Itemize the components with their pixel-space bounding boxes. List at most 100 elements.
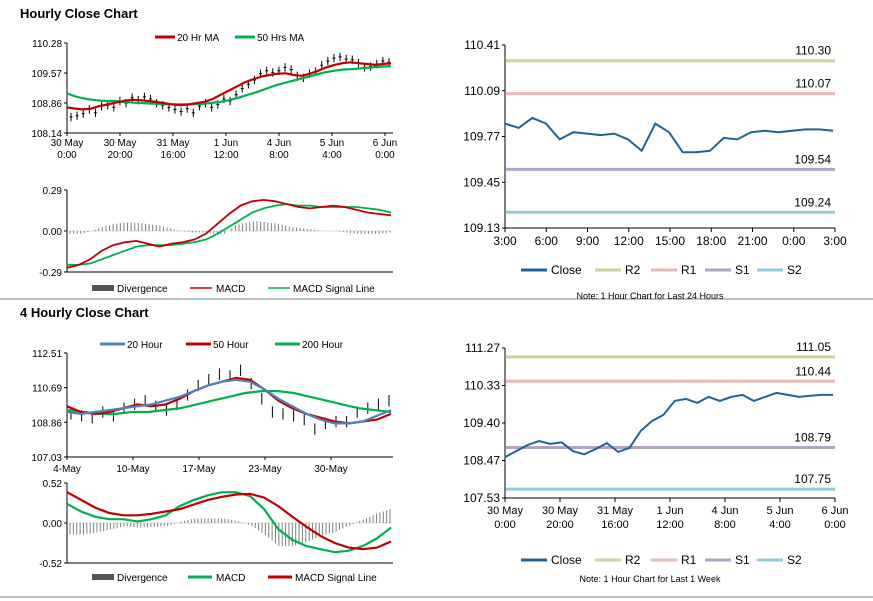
hourly-sr-x-tick-label: 6:00 <box>535 234 559 248</box>
h4-sr-x-tick-label: 30 May <box>487 505 524 517</box>
h4-sr-x-tick-label: 31 May <box>597 505 634 517</box>
hourly-sr-close-line <box>504 116 834 154</box>
hourly-price-x-tick-label: 1 Jun <box>214 138 238 149</box>
h4-price-y-tick-label: 110.69 <box>32 384 62 395</box>
legend-h4-divergence-label: Divergence <box>117 573 168 584</box>
hourly-sr-legend-label: R1 <box>681 263 697 277</box>
h4-sr-x-tick-label: 16:00 <box>601 519 629 531</box>
legend-ma20-label: 20 Hr MA <box>177 33 220 44</box>
hourly-sr-x-tick-label: 21:00 <box>737 234 767 248</box>
hourly-sr-x-tick-label: 9:00 <box>576 234 600 248</box>
hourly-ma20-line <box>66 61 392 111</box>
legend-h4-ma200-label: 200 Hour <box>302 340 344 351</box>
h4-sr-y-tick-label: 109.40 <box>463 416 500 430</box>
hourly-sr-x-tick-label: 3:00 <box>823 234 847 248</box>
hourly-sr-legend-label: Close <box>551 263 582 277</box>
legend-h4-macd-label: MACD <box>216 573 245 584</box>
h4-sr-x-tick-label: 0:00 <box>494 519 515 531</box>
h4-sr-y-tick-label: 108.47 <box>463 454 500 468</box>
hourly-price-x-tick-label: 8:00 <box>269 150 289 161</box>
hourly-ma50-line <box>66 65 392 106</box>
hourly-price-x-tick-label: 30 May <box>104 138 137 149</box>
hourly-macd-signal-line <box>67 203 392 266</box>
h4-price-y-tick-label: 112.51 <box>32 349 62 360</box>
legend-h4-signal-label: MACD Signal Line <box>295 573 377 584</box>
h4-price-x-tick-label: 17-May <box>182 464 215 475</box>
legend-ma50-label: 50 Hrs MA <box>257 33 305 44</box>
hourly-sr-y-tick-label: 109.13 <box>463 221 500 235</box>
hourly-price-x-tick-label: 12:00 <box>213 150 238 161</box>
hourly-price-x-tick-label: 5 Jun <box>320 138 344 149</box>
h4-price-y-tick-label: 107.03 <box>31 453 62 464</box>
hourly-sr-x-tick-label: 15:00 <box>655 234 685 248</box>
h4-sr-x-tick-label: 6 Jun <box>822 505 849 517</box>
hourly-price-x-tick-label: 20:00 <box>107 150 132 161</box>
h4-sr-x-tick-label: 5 Jun <box>767 505 794 517</box>
hourly-sr-level-r1-label: 110.07 <box>795 77 831 91</box>
h4-sr-level-s1-label: 108.79 <box>794 430 831 444</box>
legend-h4-divergence-swatch <box>92 574 114 580</box>
h4-sr-legend-label: R2 <box>625 553 641 567</box>
h4-sr-x-tick-label: 8:00 <box>714 519 735 531</box>
hourly-sr-y-tick-label: 110.09 <box>464 84 500 98</box>
hourly-price-y-tick-label: 108.86 <box>31 99 62 110</box>
h4-ma200-line <box>66 390 392 415</box>
h4-sr-x-tick-label: 4:00 <box>769 519 790 531</box>
h4-macd-y-tick-label: -0.52 <box>39 559 62 570</box>
h4-sr-close-line <box>504 391 833 458</box>
hourly-price-x-tick-label: 0:00 <box>57 150 77 161</box>
hourly-sr-x-tick-label: 0:00 <box>782 234 806 248</box>
h4-sr-x-tick-label: 20:00 <box>546 519 574 531</box>
hourly-macd-line <box>66 198 392 269</box>
legend-h4-ma50-label: 50 Hour <box>213 340 249 351</box>
section-title-4hourly: 4 Hourly Close Chart <box>20 305 149 320</box>
hourly-sr-x-tick-label: 12:00 <box>614 234 644 248</box>
legend-macd-label: MACD <box>216 284 245 295</box>
h4-sr-legend-label: S2 <box>787 553 802 567</box>
legend-divergence-swatch <box>92 285 114 291</box>
hourly-sr-legend-label: R2 <box>625 263 641 277</box>
hourly-price-x-tick-label: 30 May <box>51 138 84 149</box>
legend-signal-label: MACD Signal Line <box>293 284 375 295</box>
h4-price-x-tick-label: 10-May <box>116 464 149 475</box>
hourly-sr-x-tick-label: 3:00 <box>493 234 517 248</box>
hourly-price-x-tick-label: 6 Jun <box>373 138 397 149</box>
h4-ma50-line <box>66 376 392 425</box>
hourly-sr-legend-label: S1 <box>735 263 750 277</box>
h4-sr-level-r2-label: 111.05 <box>796 340 831 354</box>
hourly-sr-note: Note: 1 Hour Chart for Last 24 Hours <box>576 291 724 301</box>
hourly-sr-legend-label: S2 <box>787 263 802 277</box>
hourly-price-x-tick-label: 0:00 <box>375 150 395 161</box>
hourly-price-x-tick-label: 4 Jun <box>267 138 291 149</box>
hourly-macd-y-tick-label: -0.29 <box>39 268 62 279</box>
hourly-sr-level-s2-label: 109.24 <box>794 195 831 209</box>
hourly-price-x-tick-label: 16:00 <box>160 150 185 161</box>
h4-sr-y-tick-label: 107.53 <box>463 491 500 505</box>
h4-sr-y-tick-label: 110.33 <box>464 379 500 393</box>
hourly-sr-y-tick-label: 109.77 <box>463 130 500 144</box>
h4-macd-y-tick-label: 0.00 <box>43 519 63 530</box>
h4-price-x-tick-label: 30-May <box>314 464 347 475</box>
hourly-price-y-tick-label: 108.14 <box>31 129 62 140</box>
hourly-sr-y-tick-label: 109.45 <box>463 175 500 189</box>
h4-sr-note: Note: 1 Hour Chart for Last 1 Week <box>580 574 721 584</box>
h4-ma20-line <box>66 378 392 425</box>
h4-price-x-tick-label: 4-May <box>53 464 81 475</box>
h4-sr-x-tick-label: 12:00 <box>656 519 684 531</box>
section-title-hourly: Hourly Close Chart <box>20 6 138 21</box>
h4-sr-legend-label: S1 <box>735 553 750 567</box>
h4-sr-level-r1-label: 110.44 <box>795 364 831 378</box>
h4-macd-y-tick-label: 0.52 <box>43 479 63 490</box>
h4-price-y-tick-label: 108.86 <box>31 418 62 429</box>
h4-sr-legend-label: Close <box>551 553 582 567</box>
h4-sr-x-tick-label: 0:00 <box>824 519 845 531</box>
hourly-price-y-tick-label: 110.28 <box>32 39 62 50</box>
hourly-macd-y-tick-label: 0.00 <box>43 227 63 238</box>
hourly-macd-y-tick-label: 0.29 <box>43 186 63 197</box>
legend-h4-ma20-label: 20 Hour <box>127 340 163 351</box>
hourly-price-x-tick-label: 31 May <box>157 138 190 149</box>
hourly-sr-x-tick-label: 18:00 <box>696 234 726 248</box>
hourly-sr-level-r2-label: 110.30 <box>795 44 831 58</box>
hourly-sr-y-tick-label: 110.41 <box>464 38 500 52</box>
